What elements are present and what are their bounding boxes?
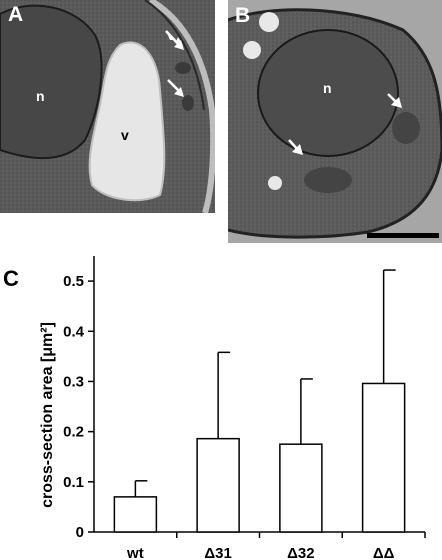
y-tick-label: 0.4 <box>63 323 85 340</box>
y-tick-label: 0.3 <box>63 373 84 390</box>
nucleus-label-a: n <box>36 88 45 104</box>
bar <box>279 443 323 533</box>
micrograph-a-image <box>0 0 215 213</box>
chart-labels: 0 0.1 0.2 0.3 0.4 0.5 wt Δ31 Δ32 ΔΔ <box>63 273 394 560</box>
x-tick-label: ΔΔ <box>373 545 395 560</box>
nucleus-label-b: n <box>323 80 332 96</box>
y-tick-label: 0.1 <box>63 474 84 491</box>
arrow-icon <box>387 93 402 108</box>
panel-b-letter: B <box>235 4 251 27</box>
arrow-icon <box>288 139 303 155</box>
bar-chart: 0 0.1 0.2 0.3 0.4 0.5 wt Δ31 Δ32 ΔΔ cross-section… <box>39 256 426 560</box>
y-tick-label: 0.2 <box>63 424 84 441</box>
scale-bar <box>367 233 439 238</box>
y-tick-label: 0 <box>76 524 84 541</box>
panel-a-letter: A <box>8 3 24 26</box>
x-tick-label: Δ32 <box>287 545 314 560</box>
x-tick-label: wt <box>126 545 144 560</box>
bar <box>361 382 406 533</box>
micrograph-panel-b: B n <box>228 0 442 243</box>
x-tick-label: Δ31 <box>204 545 231 560</box>
bar <box>113 496 158 533</box>
panel-c-letter: C <box>3 266 19 291</box>
vacuole-label-a: v <box>121 127 129 143</box>
micrograph-panel-a: A n v <box>0 0 215 213</box>
y-tick-label: 0.5 <box>63 273 84 290</box>
arrow-icon <box>167 79 184 97</box>
arrow-icon <box>165 30 184 50</box>
micrograph-b-image <box>228 0 442 243</box>
bar <box>196 437 240 533</box>
y-axis-title: cross-section area [μm²] <box>39 322 56 508</box>
chart-bars <box>113 269 406 533</box>
